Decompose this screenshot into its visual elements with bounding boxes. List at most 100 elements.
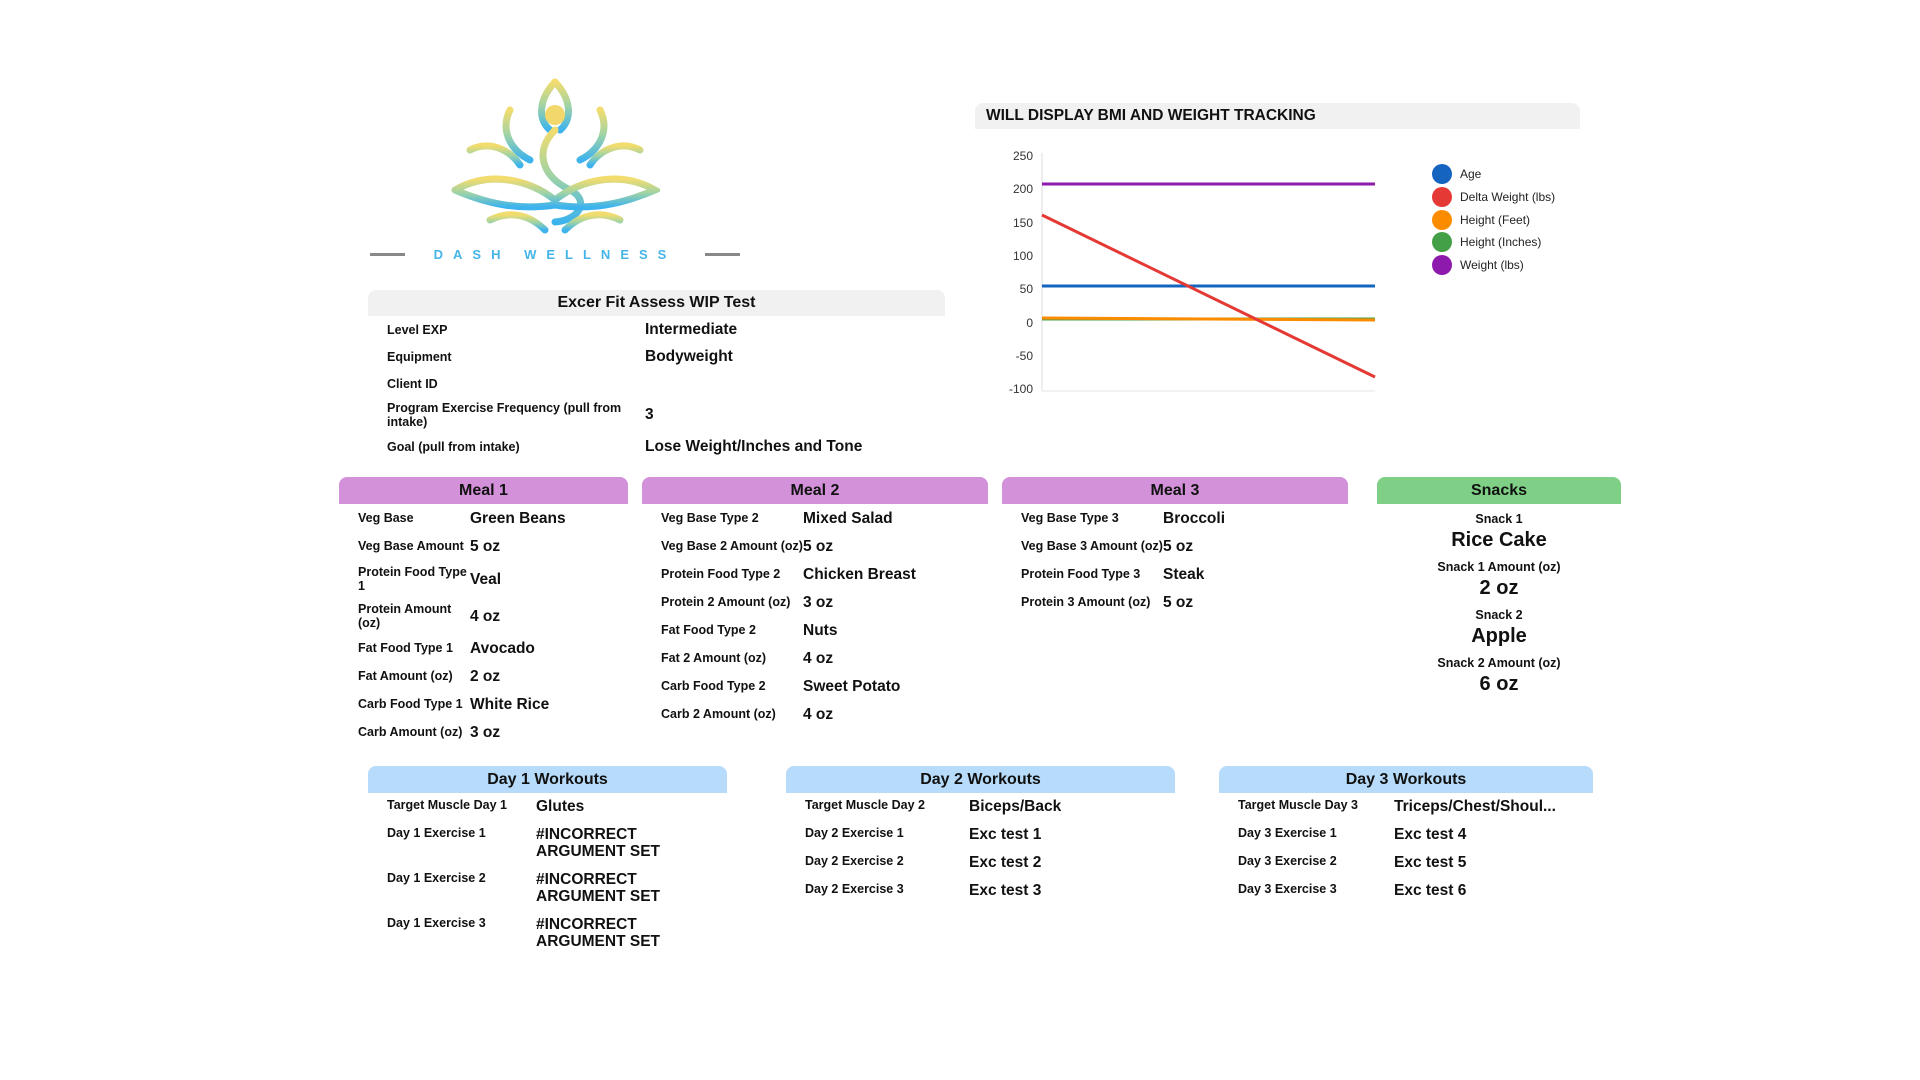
meal-value: Nuts — [803, 621, 838, 639]
meal-value: 4 oz — [803, 705, 834, 723]
workout-value: Exc test 1 — [969, 826, 1042, 843]
meal-row: Protein 2 Amount (oz) 3 oz — [642, 588, 988, 616]
meal-label: Veg Base Type 2 — [661, 511, 759, 525]
meal-row: Fat Food Type 1 Avocado — [339, 634, 628, 662]
snack-item: Snack 1 Rice Cake — [1377, 512, 1621, 552]
meal-row: Veg Base 3 Amount (oz) 5 oz — [1002, 532, 1348, 560]
y-axis-ticks: 250 200 150 100 50 0 -50 -100 — [1009, 149, 1033, 396]
svg-text:-50: -50 — [1016, 349, 1034, 363]
meal-1-card: Meal 1 Veg Base Green Beans Veg Base Amou… — [339, 477, 628, 746]
meal-value: 5 oz — [1163, 537, 1194, 555]
info-row-level: Level EXP Intermediate — [368, 316, 945, 343]
workout-row: Day 1 Exercise 3 #INCORRECT ARGUMENT SET — [368, 911, 727, 956]
day-2-header: Day 2 Workouts — [786, 766, 1175, 793]
workout-label: Day 1 Exercise 1 — [387, 826, 486, 840]
workout-label: Day 2 Exercise 2 — [805, 854, 904, 868]
meal-value: Steak — [1163, 565, 1205, 583]
info-value: Bodyweight — [645, 347, 733, 365]
meal-label: Fat Food Type 2 — [661, 623, 756, 637]
workout-row: Day 1 Exercise 1 #INCORRECT ARGUMENT SET — [368, 821, 727, 866]
workout-row: Day 1 Exercise 2 #INCORRECT ARGUMENT SET — [368, 866, 727, 911]
svg-text:100: 100 — [1013, 249, 1033, 263]
meal-value: Green Beans — [470, 509, 566, 527]
logo-divider-right — [704, 253, 740, 256]
svg-text:Height (Inches): Height (Inches) — [1460, 235, 1541, 249]
weight-tracking-chart: WILL DISPLAY BMI AND WEIGHT TRACKING 250… — [975, 103, 1580, 396]
info-value: Lose Weight/Inches and Tone — [645, 437, 863, 455]
snack-value: Rice Cake — [1451, 529, 1547, 551]
meal-row: Carb Food Type 1 White Rice — [339, 690, 628, 718]
meal-3-card: Meal 3 Veg Base Type 3 Broccoli Veg Base … — [1002, 477, 1348, 616]
day-3-header: Day 3 Workouts — [1219, 766, 1593, 793]
meal-row: Fat Food Type 2 Nuts — [642, 616, 988, 644]
meal-value: Veal — [470, 570, 502, 588]
meal-1-header: Meal 1 — [339, 477, 628, 504]
lotus-yoga-icon — [451, 78, 660, 234]
brand-name: DASH WELLNESS — [433, 247, 677, 262]
info-label: Goal (pull from intake) — [387, 439, 520, 454]
meal-row: Protein 3 Amount (oz) 5 oz — [1002, 588, 1348, 616]
info-row-goal: Goal (pull from intake) Lose Weight/Inch… — [368, 433, 945, 460]
meal-label: Carb 2 Amount (oz) — [661, 707, 776, 721]
svg-text:-100: -100 — [1009, 382, 1033, 396]
workout-value: Biceps/Back — [969, 798, 1062, 815]
svg-text:Weight (lbs): Weight (lbs) — [1460, 258, 1524, 272]
meal-label: Veg Base 2 Amount (oz) — [661, 539, 803, 553]
meal-label: Veg Base Amount — [358, 539, 464, 553]
dash-wellness-logo: DASH WELLNESS — [370, 60, 740, 270]
day-3-workouts-card: Day 3 Workouts Target Muscle Day 3 Tricep… — [1219, 766, 1593, 905]
info-row-client-id: Client ID — [368, 370, 945, 397]
meal-value: 4 oz — [803, 649, 834, 667]
meal-label: Veg Base Type 3 — [1021, 511, 1119, 525]
workout-value: Exc test 6 — [1394, 882, 1467, 899]
meal-value: 5 oz — [470, 537, 501, 555]
workout-row: Target Muscle Day 1 Glutes — [368, 793, 727, 821]
meal-label: Fat Food Type 1 — [358, 641, 453, 655]
workout-row: Day 2 Exercise 1 Exc test 1 — [786, 821, 1175, 849]
snack-value: 2 oz — [1479, 577, 1519, 599]
svg-text:0: 0 — [1026, 316, 1033, 330]
snack-item: Snack 1 Amount (oz) 2 oz — [1377, 560, 1621, 600]
workout-value: Triceps/Chest/Shoul... — [1394, 798, 1556, 815]
meal-label: Carb Food Type 1 — [358, 697, 463, 711]
workout-value: Exc test 2 — [969, 854, 1042, 871]
meal-value: 5 oz — [803, 537, 834, 555]
meal-2-header: Meal 2 — [642, 477, 988, 504]
meal-3-header: Meal 3 — [1002, 477, 1348, 504]
snack-label: Snack 2 Amount (oz) — [1437, 656, 1561, 670]
snacks-card: Snacks Snack 1 Rice Cake Snack 1 Amount … — [1377, 477, 1621, 696]
meal-value: 2 oz — [470, 667, 501, 685]
day-2-workouts-card: Day 2 Workouts Target Muscle Day 2 Biceps… — [786, 766, 1175, 905]
meal-label: Carb Food Type 2 — [661, 679, 766, 693]
meal-row: Veg Base Type 3 Broccoli — [1002, 504, 1348, 532]
meal-row: Protein Amount (oz) 4 oz — [339, 598, 628, 634]
meal-row: Protein Food Type 1 Veal — [339, 560, 628, 598]
snack-item: Snack 2 Apple — [1377, 608, 1621, 648]
workout-label: Day 1 Exercise 2 — [387, 871, 486, 885]
meal-value: 5 oz — [1163, 593, 1194, 611]
workout-label: Target Muscle Day 3 — [1238, 798, 1358, 812]
meal-label: Protein Amount (oz) — [358, 602, 452, 630]
workout-row: Day 3 Exercise 3 Exc test 6 — [1219, 877, 1593, 905]
workout-label: Day 3 Exercise 3 — [1238, 882, 1337, 896]
assessment-info-card: Excer Fit Assess WIP Test Level EXP Inte… — [368, 290, 945, 460]
meal-row: Fat Amount (oz) 2 oz — [339, 662, 628, 690]
workout-value: Glutes — [536, 798, 585, 815]
workout-label: Day 3 Exercise 2 — [1238, 854, 1337, 868]
workout-row: Day 2 Exercise 3 Exc test 3 — [786, 877, 1175, 905]
snack-label: Snack 1 Amount (oz) — [1437, 560, 1561, 574]
snack-item: Snack 2 Amount (oz) 6 oz — [1377, 656, 1621, 696]
meal-row: Veg Base Green Beans — [339, 504, 628, 532]
meal-value: Avocado — [470, 639, 535, 657]
meal-label: Carb Amount (oz) — [358, 725, 463, 739]
chart-title: WILL DISPLAY BMI AND WEIGHT TRACKING — [975, 103, 1580, 129]
meal-row: Protein Food Type 2 Chicken Breast — [642, 560, 988, 588]
meal-value: 3 oz — [470, 723, 501, 741]
logo-divider-left — [370, 253, 405, 256]
snack-value: Apple — [1471, 625, 1527, 647]
meal-label: Veg Base 3 Amount (oz) — [1021, 539, 1163, 553]
meal-row: Fat 2 Amount (oz) 4 oz — [642, 644, 988, 672]
workout-label: Day 2 Exercise 1 — [805, 826, 904, 840]
day-1-header: Day 1 Workouts — [368, 766, 727, 793]
meal-label: Protein 3 Amount (oz) — [1021, 595, 1151, 609]
